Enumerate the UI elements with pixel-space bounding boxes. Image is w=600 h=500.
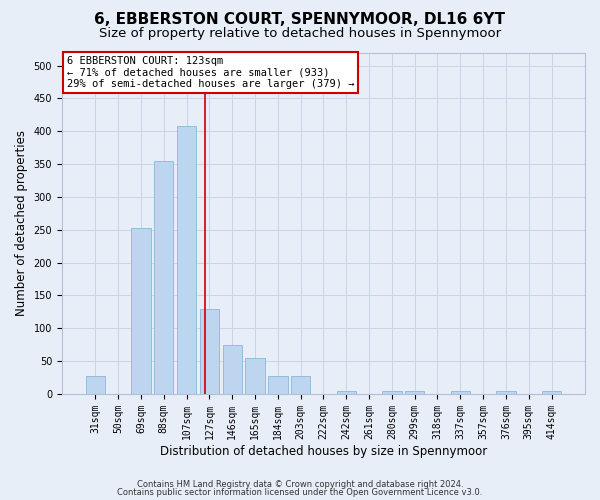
Text: Contains HM Land Registry data © Crown copyright and database right 2024.: Contains HM Land Registry data © Crown c… [137, 480, 463, 489]
Bar [268, 376, 287, 394]
Text: Size of property relative to detached houses in Spennymoor: Size of property relative to detached ho… [99, 28, 501, 40]
Bar [382, 390, 401, 394]
Bar [405, 390, 424, 394]
Bar [337, 390, 356, 394]
Bar [496, 390, 515, 394]
Bar [223, 344, 242, 394]
Bar [245, 358, 265, 394]
Bar [131, 228, 151, 394]
Bar [451, 390, 470, 394]
Bar [86, 376, 105, 394]
Bar [542, 390, 561, 394]
Bar [177, 126, 196, 394]
X-axis label: Distribution of detached houses by size in Spennymoor: Distribution of detached houses by size … [160, 444, 487, 458]
Text: 6 EBBERSTON COURT: 123sqm
← 71% of detached houses are smaller (933)
29% of semi: 6 EBBERSTON COURT: 123sqm ← 71% of detac… [67, 56, 355, 89]
Text: Contains public sector information licensed under the Open Government Licence v3: Contains public sector information licen… [118, 488, 482, 497]
Bar [291, 376, 310, 394]
Bar [200, 308, 219, 394]
Bar [154, 161, 173, 394]
Text: 6, EBBERSTON COURT, SPENNYMOOR, DL16 6YT: 6, EBBERSTON COURT, SPENNYMOOR, DL16 6YT [95, 12, 505, 28]
Y-axis label: Number of detached properties: Number of detached properties [15, 130, 28, 316]
